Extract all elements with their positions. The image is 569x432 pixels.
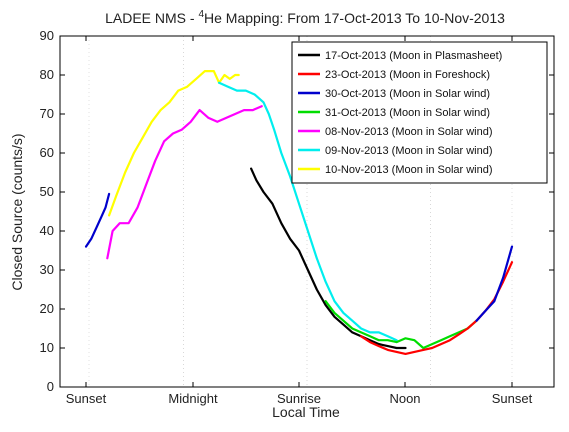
y-tick-label: 0 <box>47 379 54 394</box>
legend-entry: 17-Oct-2013 (Moon in Plasmasheet) <box>325 50 502 62</box>
legend-entry: 09-Nov-2013 (Moon in Solar wind) <box>325 145 493 157</box>
x-tick-label: Noon <box>389 391 420 406</box>
series-line <box>475 245 514 322</box>
y-tick-label: 80 <box>40 67 54 82</box>
y-tick-label: 70 <box>40 106 54 121</box>
title-superscript: 4 <box>198 9 204 20</box>
series-line <box>106 105 263 260</box>
legend-box <box>291 41 548 184</box>
plot-frame <box>59 35 555 388</box>
y-tick-label: 90 <box>40 28 54 43</box>
legend: 17-Oct-2013 (Moon in Plasmasheet) 23-Oct-… <box>291 41 548 184</box>
x-tick-label: Midnight <box>168 391 218 406</box>
series-line <box>218 81 398 342</box>
y-axis-label: Closed Source (counts/s) <box>9 133 25 290</box>
x-tick-label: Sunrise <box>277 391 321 406</box>
x-tick-label: Sunset <box>492 391 533 406</box>
y-tick-label: 40 <box>40 223 54 238</box>
y-tick-label: 20 <box>40 301 54 316</box>
legend-entry: 23-Oct-2013 (Moon in Foreshock) <box>325 69 490 81</box>
series-line <box>108 70 240 217</box>
legend-entry: 30-Oct-2013 (Moon in Solar wind) <box>325 88 490 100</box>
series-line <box>84 192 111 248</box>
series-lines <box>84 70 514 355</box>
y-tick-label: 50 <box>40 184 54 199</box>
y-tick-label: 10 <box>40 340 54 355</box>
axis-ticks: 0 10 20 30 40 50 60 70 80 90 Sunset Midnight Sunrise… <box>40 28 554 406</box>
series-line <box>250 167 407 350</box>
y-tick-label: 60 <box>40 145 54 160</box>
x-tick-label: Sunset <box>66 391 107 406</box>
x-axis-label: Local Time <box>272 404 340 420</box>
chart-title: LADEE NMS - 4He Mapping: From 17-Oct-201… <box>105 9 505 26</box>
grid-lines <box>88 36 513 387</box>
legend-entry: 10-Nov-2013 (Moon in Solar wind) <box>325 164 493 176</box>
legend-entry: 08-Nov-2013 (Moon in Solar wind) <box>325 126 493 138</box>
legend-entry: 31-Oct-2013 (Moon in Solar wind) <box>325 107 490 119</box>
y-tick-label: 30 <box>40 262 54 277</box>
series-line <box>324 300 478 350</box>
